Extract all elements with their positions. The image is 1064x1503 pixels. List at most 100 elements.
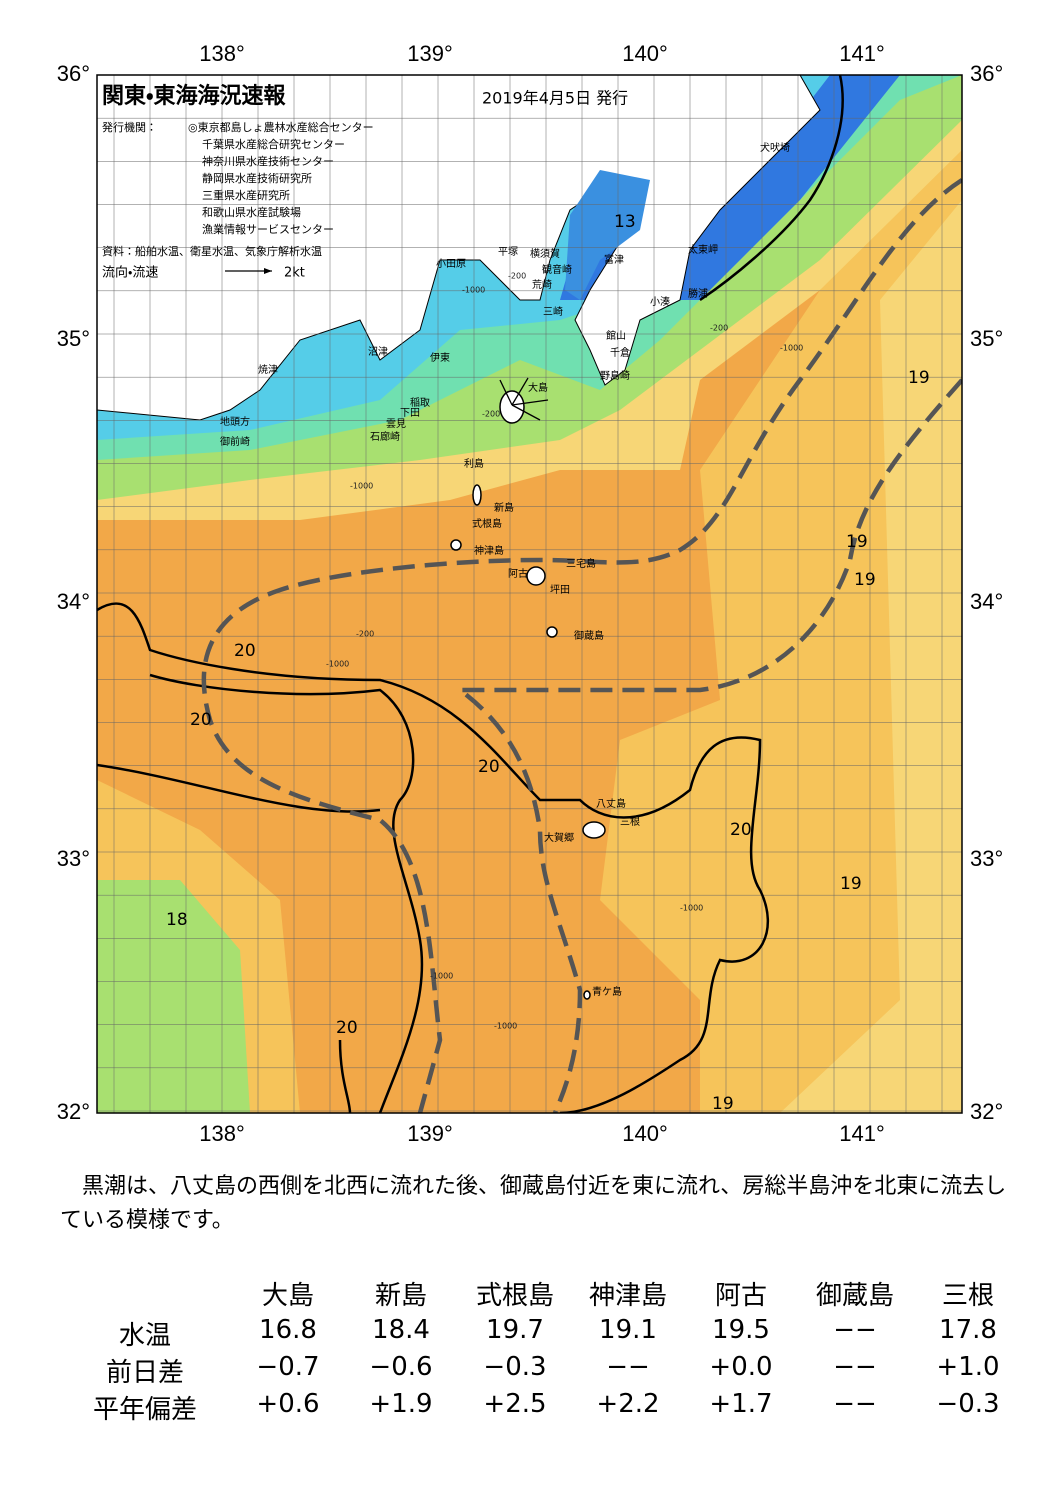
table-cell: +1.9 <box>369 1389 433 1419</box>
contour-label: 19 <box>846 532 868 552</box>
isotherms <box>97 75 844 1113</box>
place-name: 下田 <box>400 408 420 419</box>
lat-label: 35° <box>970 326 1003 351</box>
place-names: 犬吠埼 太東岬 勝浦 小湊 富津 横須賀 観音崎 荒崎 三崎 館山 千倉 野島崎… <box>220 141 790 998</box>
lon-label: 139° <box>407 1121 453 1146</box>
kuroshio-axis <box>201 178 962 1113</box>
lon-label: 138° <box>199 41 245 66</box>
table-cell: 19.5 <box>712 1315 770 1345</box>
depth-label: -1000 <box>326 660 349 669</box>
contour-labels: 13 20 20 20 20 19 19 19 19 19 18 20 <box>166 212 930 1114</box>
issuer: 漁業情報サービスセンター <box>202 222 334 236</box>
place-name: 石廊崎 <box>370 430 400 443</box>
lat-label: 34° <box>970 589 1003 614</box>
table-cell: 16.8 <box>259 1315 317 1345</box>
place-name: 地頭方 <box>220 415 250 428</box>
legend-label: 流向・流速 <box>102 265 158 281</box>
contour-label: 19 <box>908 368 930 388</box>
place-name: 荒崎 <box>532 278 552 291</box>
issuers-label: 発行機関： <box>102 120 157 134</box>
place-name: 三根 <box>620 815 640 828</box>
place-name: 沼津 <box>368 345 388 358</box>
lon-label: 141° <box>839 41 885 66</box>
table-cell: −− <box>606 1352 650 1382</box>
place-name: 太東岬 <box>688 243 718 256</box>
place-name: 小田原 <box>436 258 466 270</box>
lat-label: 35° <box>57 326 90 351</box>
place-name: 勝浦 <box>688 287 708 300</box>
place-name: 御前崎 <box>220 435 250 448</box>
map-frame <box>96 74 963 1114</box>
place-name: 阿古 <box>508 567 528 580</box>
place-name: 横須賀 <box>530 247 560 260</box>
place-name: 神津島 <box>474 544 504 557</box>
lat-label: 33° <box>57 846 90 871</box>
table-cell: −0.6 <box>369 1352 433 1382</box>
depth-label: -200 <box>710 324 728 333</box>
depth-label: -1000 <box>462 286 485 295</box>
table-cell: −− <box>833 1389 877 1419</box>
axis-labels: 138° 139° 140° 141° 138° 139° 140° 141° … <box>57 41 1004 1146</box>
contour-label: 13 <box>614 212 636 232</box>
table-cell: +0.6 <box>256 1389 320 1419</box>
depth-label: -1000 <box>780 344 803 353</box>
table-cell: 式根島 <box>475 1281 554 1311</box>
table-cell: 19.7 <box>486 1315 544 1345</box>
table-cell: +1.7 <box>709 1389 773 1419</box>
depth-label: -1000 <box>494 1022 517 1031</box>
place-name: 平塚 <box>498 246 518 258</box>
place-name: 三宅島 <box>566 557 596 570</box>
lat-label: 32° <box>57 1099 90 1124</box>
issuer: 三重県水産研究所 <box>202 188 290 202</box>
place-name: 野島崎 <box>600 369 630 382</box>
lat-label: 34° <box>57 589 90 614</box>
table-cell: 大島 <box>261 1281 314 1311</box>
place-name: 御蔵島 <box>574 629 604 642</box>
table-cell: +1.0 <box>936 1352 1000 1382</box>
contour-label: 20 <box>478 757 500 777</box>
depth-label: -1000 <box>430 972 453 981</box>
lat-label: 36° <box>970 61 1003 86</box>
place-name: 青ケ島 <box>592 985 622 998</box>
depth-label: -200 <box>482 410 500 419</box>
place-name: 利島 <box>464 457 484 470</box>
lat-label: 32° <box>970 1099 1003 1124</box>
depth-label: -1000 <box>350 482 373 491</box>
contour-label: 19 <box>712 1094 734 1114</box>
issue-date: 2019年4月5日 発行 <box>482 89 628 108</box>
map-title: 関東・東海海況速報 <box>102 83 286 109</box>
table-cell: −− <box>833 1315 877 1345</box>
table-cell: 18.4 <box>372 1315 430 1345</box>
table-cell: −0.7 <box>256 1352 320 1382</box>
legend-arrowhead <box>264 268 272 274</box>
lon-label: 139° <box>407 41 453 66</box>
contour-label: 20 <box>336 1018 358 1038</box>
place-name: 大賀郷 <box>544 831 574 844</box>
lon-label: 140° <box>622 1121 668 1146</box>
table-cell: 平年偏差 <box>92 1395 197 1425</box>
contour-label: 20 <box>730 820 752 840</box>
table-cell: 阿古 <box>714 1281 767 1311</box>
grid <box>97 75 962 1113</box>
place-name: 富津 <box>604 253 624 266</box>
islands <box>450 390 606 1000</box>
place-name: 大島 <box>528 381 548 394</box>
place-name: 焼津 <box>258 364 278 376</box>
legend-speed: 2kt <box>284 266 305 281</box>
lat-label: 33° <box>970 846 1003 871</box>
table-cell: −− <box>833 1352 877 1382</box>
issuer: 千葉県水産総合研究センター <box>202 137 345 151</box>
lon-label: 141° <box>839 1121 885 1146</box>
place-name: 八丈島 <box>596 797 626 810</box>
summary: 黒潮は、八丈島の西側を北西に流れた後、御蔵島付近を東に流れ、房総半島沖を北東に流… <box>60 1174 1007 1233</box>
table-cell: 前日差 <box>105 1358 184 1388</box>
current-vectors <box>499 377 549 421</box>
place-name: 式根島 <box>472 517 502 530</box>
table-cell: 新島 <box>374 1281 427 1311</box>
table-cell: 神津島 <box>588 1281 667 1311</box>
place-name: 伊東 <box>430 351 450 364</box>
contour-label: 20 <box>234 641 256 661</box>
table-cell: 19.1 <box>599 1315 657 1345</box>
map-area: 犬吠埼 太東岬 勝浦 小湊 富津 横須賀 観音崎 荒崎 三崎 館山 千倉 野島崎… <box>97 75 962 1114</box>
place-name: 犬吠埼 <box>760 141 790 154</box>
